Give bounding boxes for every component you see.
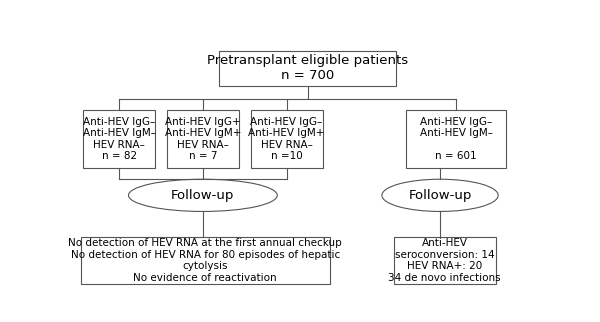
Text: Anti-HEV IgG–
Anti-HEV IgM–

n = 601: Anti-HEV IgG– Anti-HEV IgM– n = 601 [420,117,493,161]
FancyBboxPatch shape [81,237,329,284]
FancyBboxPatch shape [167,110,239,168]
Text: No detection of HEV RNA at the first annual checkup
No detection of HEV RNA for : No detection of HEV RNA at the first ann… [68,238,342,283]
FancyBboxPatch shape [83,110,155,168]
FancyBboxPatch shape [394,237,496,284]
FancyBboxPatch shape [406,110,506,168]
Text: Anti-HEV
seroconversion: 14
HEV RNA+: 20
34 de novo infections: Anti-HEV seroconversion: 14 HEV RNA+: 20… [388,238,501,283]
Ellipse shape [128,179,277,212]
Text: Follow-up: Follow-up [409,189,472,202]
Ellipse shape [382,179,498,212]
Text: Follow-up: Follow-up [171,189,235,202]
Text: Anti-HEV IgG–
Anti-HEV IgM+
HEV RNA–
n =10: Anti-HEV IgG– Anti-HEV IgM+ HEV RNA– n =… [248,117,325,161]
FancyBboxPatch shape [251,110,323,168]
Text: Anti-HEV IgG–
Anti-HEV IgM–
HEV RNA–
n = 82: Anti-HEV IgG– Anti-HEV IgM– HEV RNA– n =… [83,117,155,161]
FancyBboxPatch shape [219,51,396,86]
Text: Anti-HEV IgG+
Anti-HEV IgM+
HEV RNA–
n = 7: Anti-HEV IgG+ Anti-HEV IgM+ HEV RNA– n =… [164,117,241,161]
Text: Pretransplant eligible patients
n = 700: Pretransplant eligible patients n = 700 [207,54,408,82]
